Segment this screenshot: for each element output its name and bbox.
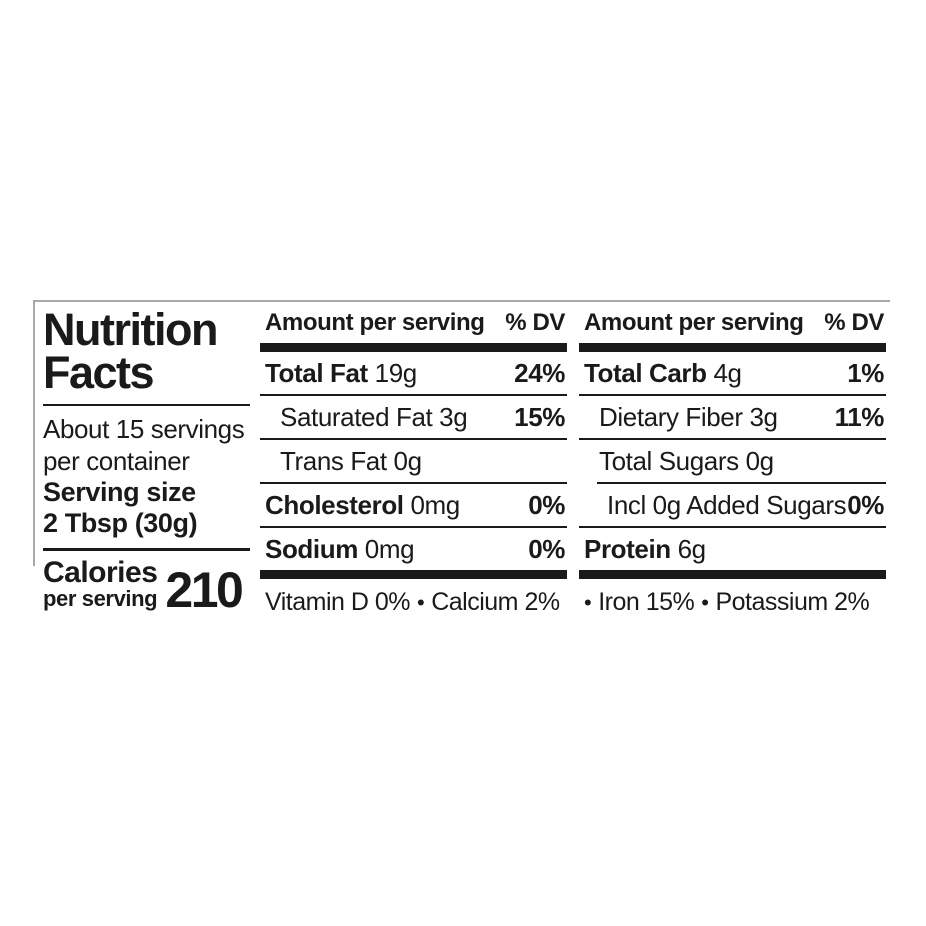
nutrient-name: Total Fat <box>265 357 368 388</box>
nutrient-percent-dv: 0% <box>528 489 565 520</box>
nutrient-row: Total Carb 4g 1% <box>579 352 886 394</box>
nutrient-name: Protein <box>584 533 671 564</box>
thick-bar <box>579 570 886 579</box>
row-separator <box>260 394 567 396</box>
divider-under-title <box>43 404 250 406</box>
nutrient-value: 6g <box>677 533 707 564</box>
nutrient-percent-dv: 1% <box>847 357 884 388</box>
serving-size: Serving size 2 Tbsp (30g) <box>43 477 255 539</box>
nutrient-value: 0g <box>745 445 775 476</box>
thick-bar <box>260 570 567 579</box>
nutrient-value: 19g <box>374 357 418 388</box>
nutrient-column-carb: Amount per serving % DV Total Carb 4g 1% Die… <box>579 302 886 617</box>
nutrient-row: Dietary Fiber 3g 11% <box>579 396 886 438</box>
nutrient-label: Trans Fat 0g <box>280 446 422 477</box>
row-separator <box>260 482 567 484</box>
column-header: Amount per serving % DV <box>260 302 567 343</box>
nutrient-percent-dv: 15% <box>514 401 565 432</box>
column-header: Amount per serving % DV <box>579 302 886 343</box>
nutrient-name: Dietary Fiber <box>599 401 743 432</box>
nutrient-name: Trans Fat <box>280 445 387 476</box>
nutrient-row: Total Fat 19g 24% <box>260 352 567 394</box>
nutrient-value: 0g <box>393 445 423 476</box>
nutrient-row: Saturated Fat 3g 15% <box>260 396 567 438</box>
nutrient-percent-dv: 0% <box>847 489 884 520</box>
nutrient-value: 0mg <box>364 533 415 564</box>
servings-line1: About 15 servings <box>43 414 245 444</box>
nutrient-row: Total Sugars 0g <box>579 440 886 482</box>
nutrient-name: Total Sugars <box>599 445 739 476</box>
nutrient-name: Sodium <box>265 533 358 564</box>
nutrient-row: Trans Fat 0g <box>260 440 567 482</box>
micronutrient-item: Potassium 2% <box>715 588 870 616</box>
micronutrient-item: Vitamin D 0% <box>265 588 411 616</box>
micronutrients-footer: • Iron 15% • Potassium 2% <box>579 579 886 617</box>
nutrient-label: Total Sugars 0g <box>599 446 774 477</box>
row-separator <box>579 526 886 528</box>
servings-per-container: About 15 servings per container <box>43 413 255 477</box>
micronutrient-item: Calcium 2% <box>431 588 560 616</box>
micronutrients-footer: Vitamin D 0% • Calcium 2% <box>260 579 567 617</box>
nutrient-name: Cholesterol <box>265 489 404 520</box>
divider-above-calories <box>43 548 250 551</box>
nutrient-value: 3g <box>439 401 468 432</box>
header-percent-dv: % DV <box>824 309 884 336</box>
nutrient-value: 3g <box>749 401 778 432</box>
nutrient-percent-dv: 24% <box>514 357 565 388</box>
label-title: Nutrition Facts <box>43 304 218 398</box>
bullet-separator: • <box>701 590 709 615</box>
bullet-separator: • <box>584 590 592 615</box>
bullet-separator: • <box>417 590 425 615</box>
nutrient-label: Saturated Fat 3g <box>280 401 468 433</box>
nutrient-label: Dietary Fiber 3g <box>599 402 778 433</box>
nutrient-label: Total Fat 19g <box>265 358 417 389</box>
calories-label: Calories <box>43 556 158 589</box>
nutrient-name: Saturated Fat <box>280 401 433 432</box>
thick-bar <box>260 343 567 352</box>
row-separator <box>597 482 886 484</box>
nutrient-label: Incl 0g Added Sugars <box>607 489 847 521</box>
row-separator <box>260 438 567 440</box>
thick-bar <box>579 343 886 352</box>
nutrient-label: Sodium 0mg <box>265 533 415 565</box>
nutrition-facts-label: Nutrition Facts About 15 servings per co… <box>33 300 890 617</box>
serving-size-value: 2 Tbsp (30g) <box>43 508 198 538</box>
micronutrient-item: Iron 15% <box>598 588 695 616</box>
label-left-edge-line <box>33 302 35 566</box>
nutrient-row: Cholesterol 0mg 0% <box>260 484 567 526</box>
nutrient-percent-dv: 11% <box>834 401 885 432</box>
servings-line2: per container <box>43 446 190 476</box>
nutrient-label: Protein 6g <box>584 534 706 565</box>
row-separator <box>579 394 886 396</box>
nutrient-label: Total Carb 4g <box>584 358 742 389</box>
calories-row: Calories per serving 210 <box>43 556 255 618</box>
nutrient-name: Incl 0g Added Sugars <box>607 489 847 520</box>
header-percent-dv: % DV <box>505 309 565 336</box>
nutrient-value: 0mg <box>410 489 460 520</box>
label-columns: Nutrition Facts About 15 servings per co… <box>33 302 890 617</box>
calories-words: Calories per serving <box>43 556 158 611</box>
nutrient-name: Total Carb <box>584 357 707 388</box>
calories-value: 210 <box>165 562 243 618</box>
nutrient-row: Incl 0g Added Sugars 0% <box>579 484 886 526</box>
calories-sublabel: per serving <box>43 586 158 611</box>
nutrient-column-fat: Amount per serving % DV Total Fat 19g 24% Sa… <box>260 302 567 617</box>
serving-size-label: Serving size <box>43 477 196 507</box>
nutrient-row: Protein 6g <box>579 528 886 570</box>
header-amount-per-serving: Amount per serving <box>265 309 485 336</box>
nutrient-value: 4g <box>713 357 742 388</box>
nutrient-row: Sodium 0mg 0% <box>260 528 567 570</box>
row-separator <box>579 438 886 440</box>
header-amount-per-serving: Amount per serving <box>584 309 804 336</box>
nutrient-label: Cholesterol 0mg <box>265 490 460 521</box>
facts-column: Nutrition Facts About 15 servings per co… <box>33 302 255 618</box>
nutrient-percent-dv: 0% <box>528 533 565 564</box>
row-separator <box>260 526 567 528</box>
